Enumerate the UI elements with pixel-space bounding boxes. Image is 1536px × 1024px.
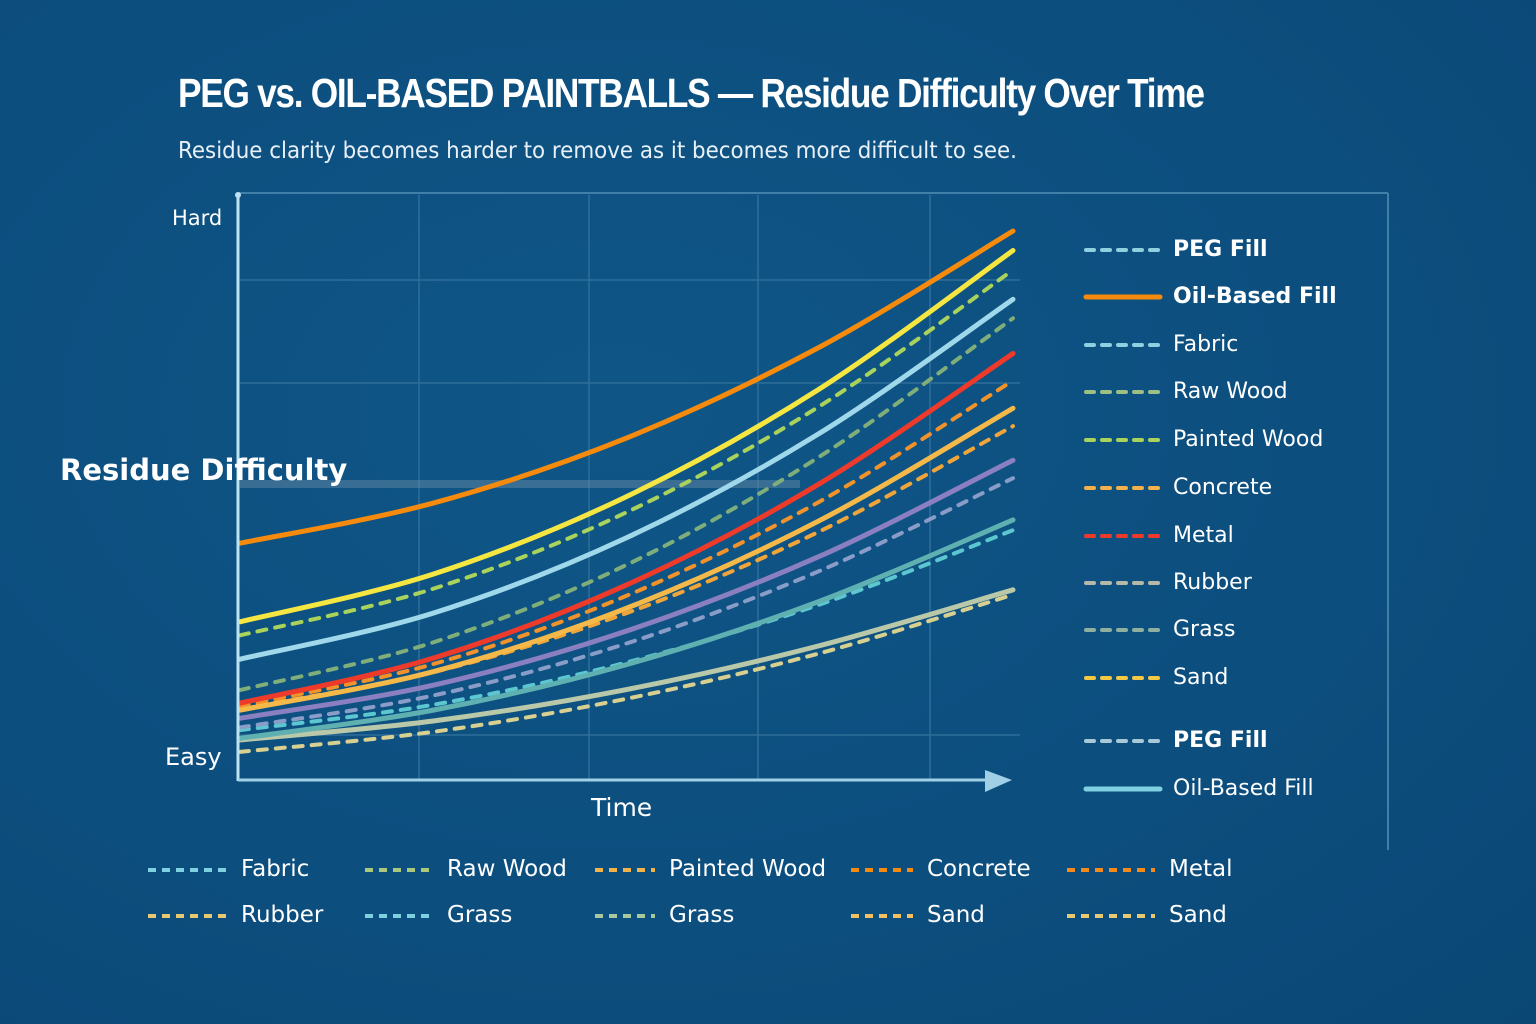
legend-right-label: Fabric	[1173, 332, 1239, 357]
series-line-15	[238, 592, 1015, 754]
legend-bottom-label: Metal	[1169, 856, 1233, 882]
y-tick-easy: Easy	[165, 743, 222, 771]
chart-subtitle: Residue clarity becomes harder to remove…	[178, 138, 1017, 164]
legend-right-label: Grass	[1173, 617, 1236, 642]
series-line-3	[238, 268, 1015, 638]
series-line-13	[238, 528, 1015, 733]
chart-title: PEG vs. OIL-BASED PAINTBALLS — Residue D…	[178, 70, 1205, 116]
legend-bottom	[148, 868, 1155, 918]
series-line-7	[238, 378, 1015, 708]
legend-bottom-label: Sand	[927, 902, 985, 928]
legend-right-label: Concrete	[1173, 475, 1273, 500]
x-axis-arrow-icon	[985, 770, 1012, 792]
legend-right-label: Raw Wood	[1173, 379, 1288, 404]
legend-right-label: Oil-Based Fill	[1173, 284, 1337, 309]
legend-right-label: Metal	[1173, 523, 1234, 548]
legend-right-label: Rubber	[1173, 570, 1252, 595]
series-line-14	[237, 587, 1016, 743]
y-axis-label: Residue Difficulty	[60, 453, 348, 487]
legend-bottom-label: Concrete	[927, 856, 1031, 882]
series-line-2	[237, 248, 1016, 625]
series-line-6	[237, 351, 1016, 706]
series-line-12	[237, 517, 1016, 741]
legend-right-label: Sand	[1173, 665, 1229, 690]
legend-right-label: PEG Fill	[1173, 237, 1268, 262]
series-lines	[237, 228, 1016, 754]
legend-right-label: Painted Wood	[1173, 427, 1324, 452]
series-line-10	[237, 457, 1016, 721]
legend-bottom-label: Fabric	[241, 856, 310, 882]
y-tick-hard: Hard	[172, 206, 223, 230]
legend-right-label: Oil-Based Fill	[1173, 776, 1314, 801]
series-line-8	[237, 405, 1016, 713]
series-line-4	[237, 296, 1016, 662]
x-axis-label: Time	[591, 793, 653, 822]
legend-frame	[238, 192, 1389, 850]
series-line-11	[238, 476, 1015, 730]
grid	[240, 195, 1020, 780]
legend-right-label: PEG Fill	[1173, 728, 1268, 753]
series-line-5	[238, 316, 1015, 693]
legend-bottom-label: Sand	[1169, 902, 1227, 928]
legend-bottom-label: Raw Wood	[447, 856, 567, 882]
legend-bottom-label: Grass	[447, 902, 513, 928]
legend-bottom-label: Painted Wood	[669, 856, 827, 882]
legend-bottom-label: Grass	[669, 902, 735, 928]
highlight-band	[240, 480, 800, 488]
series-line-1	[237, 228, 1016, 546]
legend-bottom-label: Rubber	[241, 902, 324, 928]
legend-right	[1083, 248, 1163, 792]
y-axis-cap	[235, 192, 241, 198]
